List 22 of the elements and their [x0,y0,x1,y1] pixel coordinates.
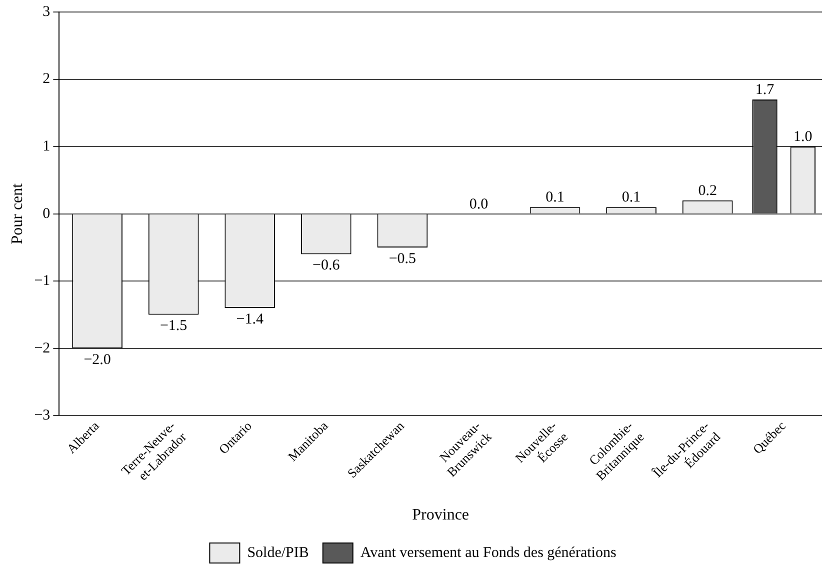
y-tick-label: −1 [34,273,50,290]
data-label: 0.1 [622,190,641,206]
y-tick-label: 0 [42,206,50,222]
y-tick-label: 1 [42,138,50,154]
legend-label: Avant versement au Fonds des générations [360,544,616,561]
y-tick-label: 3 [42,4,50,20]
data-label: −0.5 [388,250,416,267]
y-axis-title: Pour cent [8,182,26,244]
data-label: 1.0 [794,128,812,145]
data-label: 0.1 [546,190,564,206]
y-tick-label: −3 [34,408,50,424]
data-label: 0.2 [698,182,717,199]
data-label: −1.4 [236,311,264,328]
legend-label: Solde/PIB [247,544,309,561]
data-label: −0.6 [312,258,340,274]
data-label: −1.5 [160,318,188,334]
data-label: 0.0 [469,196,488,212]
y-tick-label: −2 [34,340,50,356]
x-axis-title: Province [412,506,470,524]
data-label: 1.7 [755,82,775,98]
y-tick-label: 2 [42,71,50,88]
data-label: −2.0 [84,352,111,368]
